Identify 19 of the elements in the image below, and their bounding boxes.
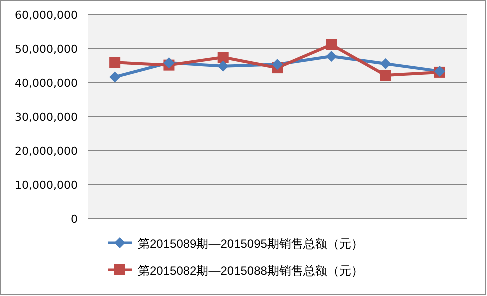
point: [164, 57, 175, 68]
point: [218, 60, 229, 72]
point: [218, 52, 229, 63]
point: [110, 72, 121, 83]
y-tick-label: 0: [71, 213, 78, 226]
point: [326, 50, 338, 62]
legend-label: 第2015089期—2015095期销售总额（元）: [138, 237, 364, 251]
y-tick-label: 20,000,000: [15, 145, 78, 158]
legend-label: 第2015082期—2015088期销售总额（元）: [138, 264, 364, 278]
y-tick-label: 60,000,000: [15, 9, 78, 22]
point: [272, 59, 283, 70]
point: [380, 58, 392, 70]
point: [326, 39, 338, 50]
y-tick-label: 30,000,000: [15, 111, 78, 124]
y-tick-label: 10,000,000: [15, 179, 78, 192]
point: [380, 70, 392, 82]
y-tick-label: 50,000,000: [15, 43, 78, 56]
point: [110, 57, 121, 68]
y-tick-label: 40,000,000: [15, 77, 78, 90]
